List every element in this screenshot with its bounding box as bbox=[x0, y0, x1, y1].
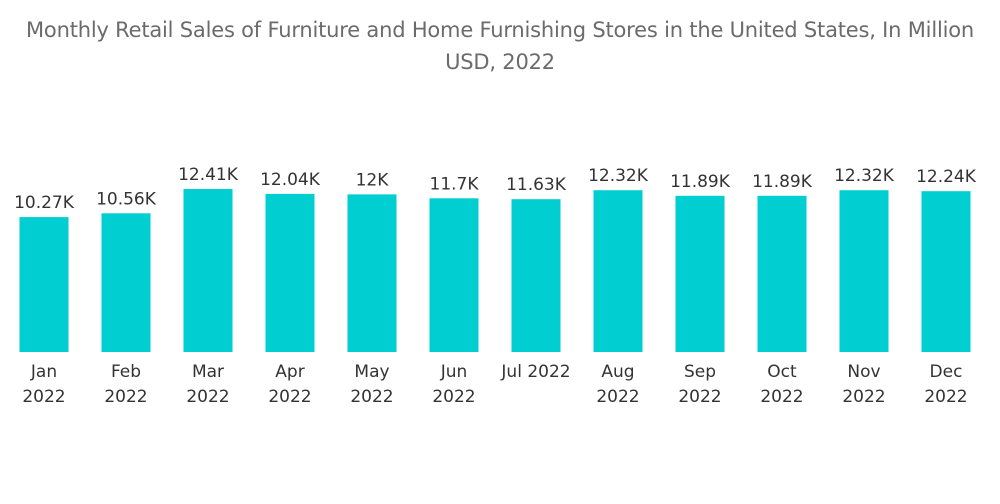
data-label-1: 10.56K bbox=[96, 189, 157, 209]
x-tick-label-line: Jul 2022 bbox=[500, 362, 570, 382]
x-tick-label-line: Dec bbox=[930, 362, 963, 382]
x-tick-label-line: 2022 bbox=[22, 387, 65, 407]
data-label-11: 12.24K bbox=[916, 167, 977, 187]
bar-10 bbox=[839, 190, 889, 352]
bars-layer bbox=[19, 189, 971, 352]
x-tick-label-line: 2022 bbox=[268, 387, 311, 407]
x-tick-label-line: Sep bbox=[684, 362, 716, 382]
data-labels-layer: 10.27K 10.56K 12.41K 12.04K 12K 11.7K 11.63K 12… bbox=[14, 165, 977, 213]
x-tick-label-11: Dec 2022 bbox=[924, 362, 967, 407]
bar-9 bbox=[757, 195, 807, 352]
x-tick-label-line: 2022 bbox=[432, 387, 475, 407]
data-label-9: 11.89K bbox=[752, 172, 813, 192]
bar-1 bbox=[101, 213, 151, 352]
x-tick-label-line: 2022 bbox=[842, 387, 885, 407]
bar-7 bbox=[593, 190, 643, 352]
chart-title: Monthly Retail Sales of Furniture and Ho… bbox=[26, 18, 974, 74]
x-tick-label-1: Feb 2022 bbox=[104, 362, 147, 407]
x-tick-label-8: Sep 2022 bbox=[678, 362, 721, 407]
x-tick-label-line: Oct bbox=[767, 362, 797, 382]
x-tick-label-line: Feb bbox=[111, 362, 141, 382]
x-tick-label-line: 2022 bbox=[104, 387, 147, 407]
data-label-7: 12.32K bbox=[588, 166, 649, 186]
x-tick-label-line: 2022 bbox=[350, 387, 393, 407]
data-label-2: 12.41K bbox=[178, 165, 239, 185]
x-tick-label-line: Jan bbox=[30, 362, 57, 382]
x-tick-label-3: Apr 2022 bbox=[268, 362, 311, 407]
data-label-8: 11.89K bbox=[670, 172, 731, 192]
data-label-5: 11.7K bbox=[430, 174, 480, 194]
bar-5 bbox=[429, 198, 479, 352]
bar-4 bbox=[347, 194, 397, 352]
x-tick-label-line: Mar bbox=[192, 362, 224, 382]
x-tick-label-line: 2022 bbox=[924, 387, 967, 407]
data-label-10: 12.32K bbox=[834, 166, 895, 186]
x-tick-label-5: Jun 2022 bbox=[432, 362, 475, 407]
x-tick-label-0: Jan 2022 bbox=[22, 362, 65, 407]
data-label-4: 12K bbox=[356, 170, 390, 190]
x-tick-label-line: Aug bbox=[601, 362, 634, 382]
x-axis-tick-labels: Jan 2022 Feb 2022 Mar 2022 Apr 2022 May 2022 Jun 20… bbox=[22, 362, 967, 407]
bar-3 bbox=[265, 193, 315, 352]
x-tick-label-9: Oct 2022 bbox=[760, 362, 803, 407]
data-label-3: 12.04K bbox=[260, 170, 321, 190]
data-label-6: 11.63K bbox=[506, 175, 567, 195]
x-tick-label-6: Jul 2022 bbox=[500, 362, 570, 382]
bar-6 bbox=[511, 199, 561, 352]
x-tick-label-line: Jun bbox=[440, 362, 468, 382]
x-tick-label-4: May 2022 bbox=[350, 362, 393, 407]
x-tick-label-line: 2022 bbox=[678, 387, 721, 407]
x-tick-label-7: Aug 2022 bbox=[596, 362, 639, 407]
x-tick-label-10: Nov 2022 bbox=[842, 362, 885, 407]
x-tick-label-line: Apr bbox=[275, 362, 304, 382]
x-tick-label-line: 2022 bbox=[186, 387, 229, 407]
data-label-0: 10.27K bbox=[14, 193, 75, 213]
bar-8 bbox=[675, 195, 725, 352]
x-tick-label-line: 2022 bbox=[596, 387, 639, 407]
x-tick-label-2: Mar 2022 bbox=[186, 362, 229, 407]
bar-11 bbox=[921, 191, 971, 352]
bar-2 bbox=[183, 189, 233, 352]
x-tick-label-line: Nov bbox=[847, 362, 880, 382]
bar-0 bbox=[19, 217, 69, 352]
x-tick-label-line: May bbox=[354, 362, 389, 382]
x-tick-label-line: 2022 bbox=[760, 387, 803, 407]
